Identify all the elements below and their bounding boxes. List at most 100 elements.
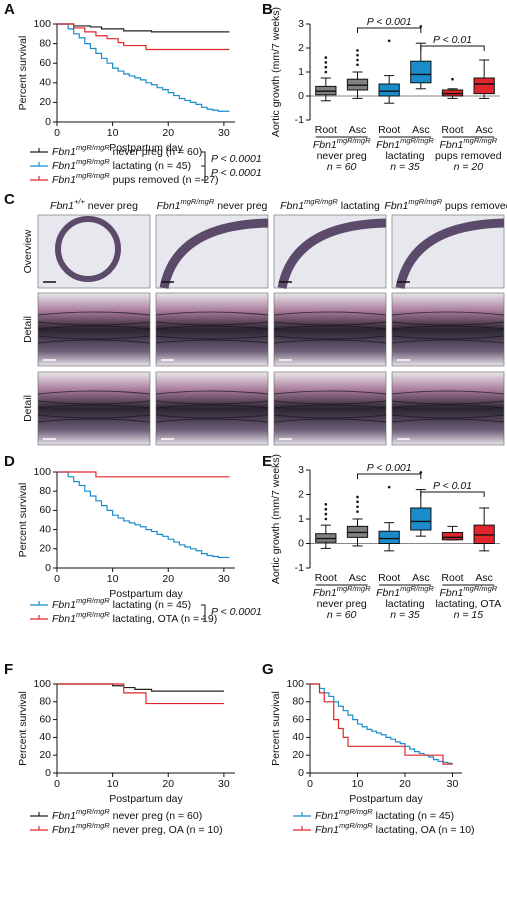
column-header: Fbn1mgR/mgR pups removed — [384, 197, 507, 212]
elastic-lamina — [273, 404, 387, 409]
y-tick-label: 60 — [39, 504, 51, 516]
survival-curve — [57, 23, 230, 51]
x-tick-label: 0 — [307, 778, 313, 790]
bracket — [357, 27, 422, 33]
elastic-lamina — [37, 414, 151, 419]
legend-label: Fbn1mgR/mgR never preg (n = 60) — [52, 143, 202, 158]
y-tick-label: 100 — [286, 678, 304, 690]
y-tick-label: 20 — [39, 96, 51, 108]
y-tick-label: 80 — [292, 696, 304, 708]
y-tick-label: -1 — [295, 562, 304, 574]
bracket — [420, 491, 485, 497]
outlier — [324, 512, 328, 516]
group-n: n = 20 — [454, 161, 484, 173]
group-label: lactating — [385, 598, 424, 610]
y-tick-label: 100 — [33, 466, 51, 478]
box — [441, 531, 464, 541]
row-label: Overview — [22, 229, 34, 273]
group-label: lactating — [385, 150, 424, 162]
y-tick-label: -1 — [295, 114, 304, 126]
column-header: Fbn1+/+ never preg — [50, 197, 138, 212]
legend-label: Fbn1mgR/mgR pups removed (n = 27) — [52, 171, 219, 186]
x-tick-label: 30 — [447, 778, 459, 790]
box — [410, 507, 432, 531]
y-axis-label: Percent survival — [270, 691, 282, 766]
elastic-lamina — [155, 339, 269, 344]
group-label: never preg — [317, 150, 367, 162]
x-tick-label: 20 — [162, 778, 174, 790]
x-tick-label: Asc — [349, 124, 367, 136]
p-value: P < 0.01 — [433, 480, 472, 492]
elastic-lamina — [391, 404, 505, 409]
outlier — [324, 507, 328, 511]
x-tick-label: 0 — [54, 778, 60, 790]
panel-letter: A — [4, 1, 15, 18]
y-tick-label: 0 — [45, 562, 51, 574]
outlier — [324, 65, 328, 69]
elastic-lamina — [155, 335, 269, 340]
survival-curve — [57, 471, 230, 559]
x-tick-label: 10 — [107, 127, 119, 139]
elastic-lamina — [391, 390, 505, 395]
panel-letter: B — [262, 1, 273, 18]
x-tick-label: 0 — [54, 127, 60, 139]
x-tick-label: Root — [315, 124, 337, 136]
x-tick-label: 20 — [162, 573, 174, 585]
group-n: n = 35 — [390, 609, 420, 621]
elastic-lamina — [273, 339, 387, 344]
elastic-lamina — [273, 418, 387, 423]
x-axis-label: Postpartum day — [109, 793, 183, 805]
outlier — [324, 517, 328, 521]
row-label: Detail — [22, 395, 34, 422]
y-tick-label: 2 — [298, 42, 304, 54]
outlier — [324, 70, 328, 74]
elastic-lamina — [37, 321, 151, 326]
y-tick-label: 40 — [292, 731, 304, 743]
survival-curve — [57, 683, 224, 692]
elastic-lamina — [155, 311, 269, 316]
column-header: Fbn1mgR/mgR lactating — [280, 197, 380, 212]
outlier — [356, 505, 359, 509]
row-label: Detail — [22, 316, 34, 343]
elastic-lamina — [391, 414, 505, 419]
x-axis-label: Postpartum day — [109, 588, 183, 600]
x-tick-label: Root — [441, 124, 463, 136]
elastic-lamina — [273, 321, 387, 326]
vessel-wall — [395, 218, 505, 289]
y-tick-label: 100 — [33, 678, 51, 690]
x-tick-label: 10 — [107, 778, 119, 790]
elastic-lamina — [155, 325, 269, 330]
group-n: n = 35 — [390, 161, 420, 173]
panel-letter: F — [4, 661, 13, 678]
elastic-lamina — [273, 400, 387, 405]
group-n: n = 60 — [327, 609, 357, 621]
x-tick-label: 10 — [352, 778, 364, 790]
y-tick-label: 60 — [292, 713, 304, 725]
x-tick-label: Asc — [475, 572, 493, 584]
y-tick-label: 20 — [39, 749, 51, 761]
y-tick-label: 60 — [39, 57, 51, 69]
panel-letter: C — [4, 191, 15, 208]
y-tick-label: 40 — [39, 77, 51, 89]
group-label: Fbn1mgR/mgR — [439, 136, 497, 151]
bracket — [201, 165, 206, 181]
p-value: P < 0.001 — [367, 462, 412, 474]
vessel-ring — [55, 216, 121, 282]
bracket — [420, 45, 485, 51]
elastic-lamina — [391, 311, 505, 316]
panel-letter: D — [4, 453, 15, 470]
histology-image — [155, 371, 269, 446]
elastic-lamina — [37, 325, 151, 330]
outlier — [356, 58, 359, 62]
vessel-wall — [159, 218, 269, 289]
y-axis-label: Percent survival — [17, 483, 29, 558]
elastic-lamina — [37, 390, 151, 395]
histology-image — [273, 371, 387, 446]
box — [410, 60, 432, 84]
y-tick-label: 0 — [45, 116, 51, 128]
box — [473, 77, 495, 95]
outlier — [356, 49, 359, 52]
x-tick-label: Asc — [475, 124, 493, 136]
bracket — [201, 604, 206, 620]
